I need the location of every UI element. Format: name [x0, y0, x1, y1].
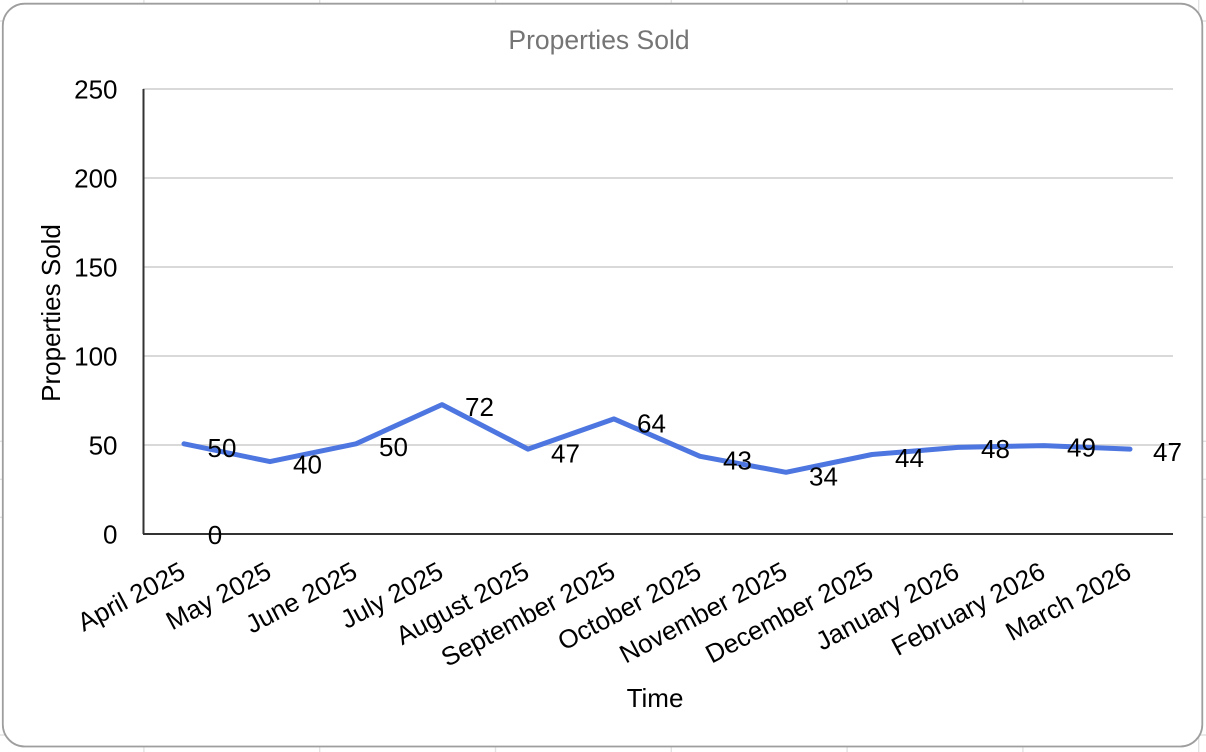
svg-text:Time: Time [627, 683, 684, 713]
svg-text:200: 200 [74, 163, 117, 193]
svg-text:Properties Sold: Properties Sold [36, 224, 66, 402]
svg-text:0: 0 [103, 519, 117, 549]
svg-text:47: 47 [1153, 437, 1182, 467]
svg-text:44: 44 [895, 443, 924, 473]
svg-text:50: 50 [89, 430, 118, 460]
svg-text:34: 34 [809, 462, 838, 492]
svg-text:100: 100 [74, 341, 117, 371]
svg-text:50: 50 [379, 432, 408, 462]
svg-text:150: 150 [74, 252, 117, 282]
svg-text:250: 250 [74, 74, 117, 104]
svg-text:43: 43 [723, 446, 752, 476]
svg-text:64: 64 [637, 408, 666, 438]
svg-text:40: 40 [293, 450, 322, 480]
svg-text:47: 47 [551, 439, 580, 469]
svg-text:48: 48 [981, 434, 1010, 464]
svg-text:49: 49 [1067, 432, 1096, 462]
svg-text:Properties Sold: Properties Sold [508, 25, 689, 55]
svg-text:72: 72 [465, 392, 494, 422]
svg-text:0: 0 [208, 520, 222, 550]
svg-text:50: 50 [208, 433, 237, 463]
